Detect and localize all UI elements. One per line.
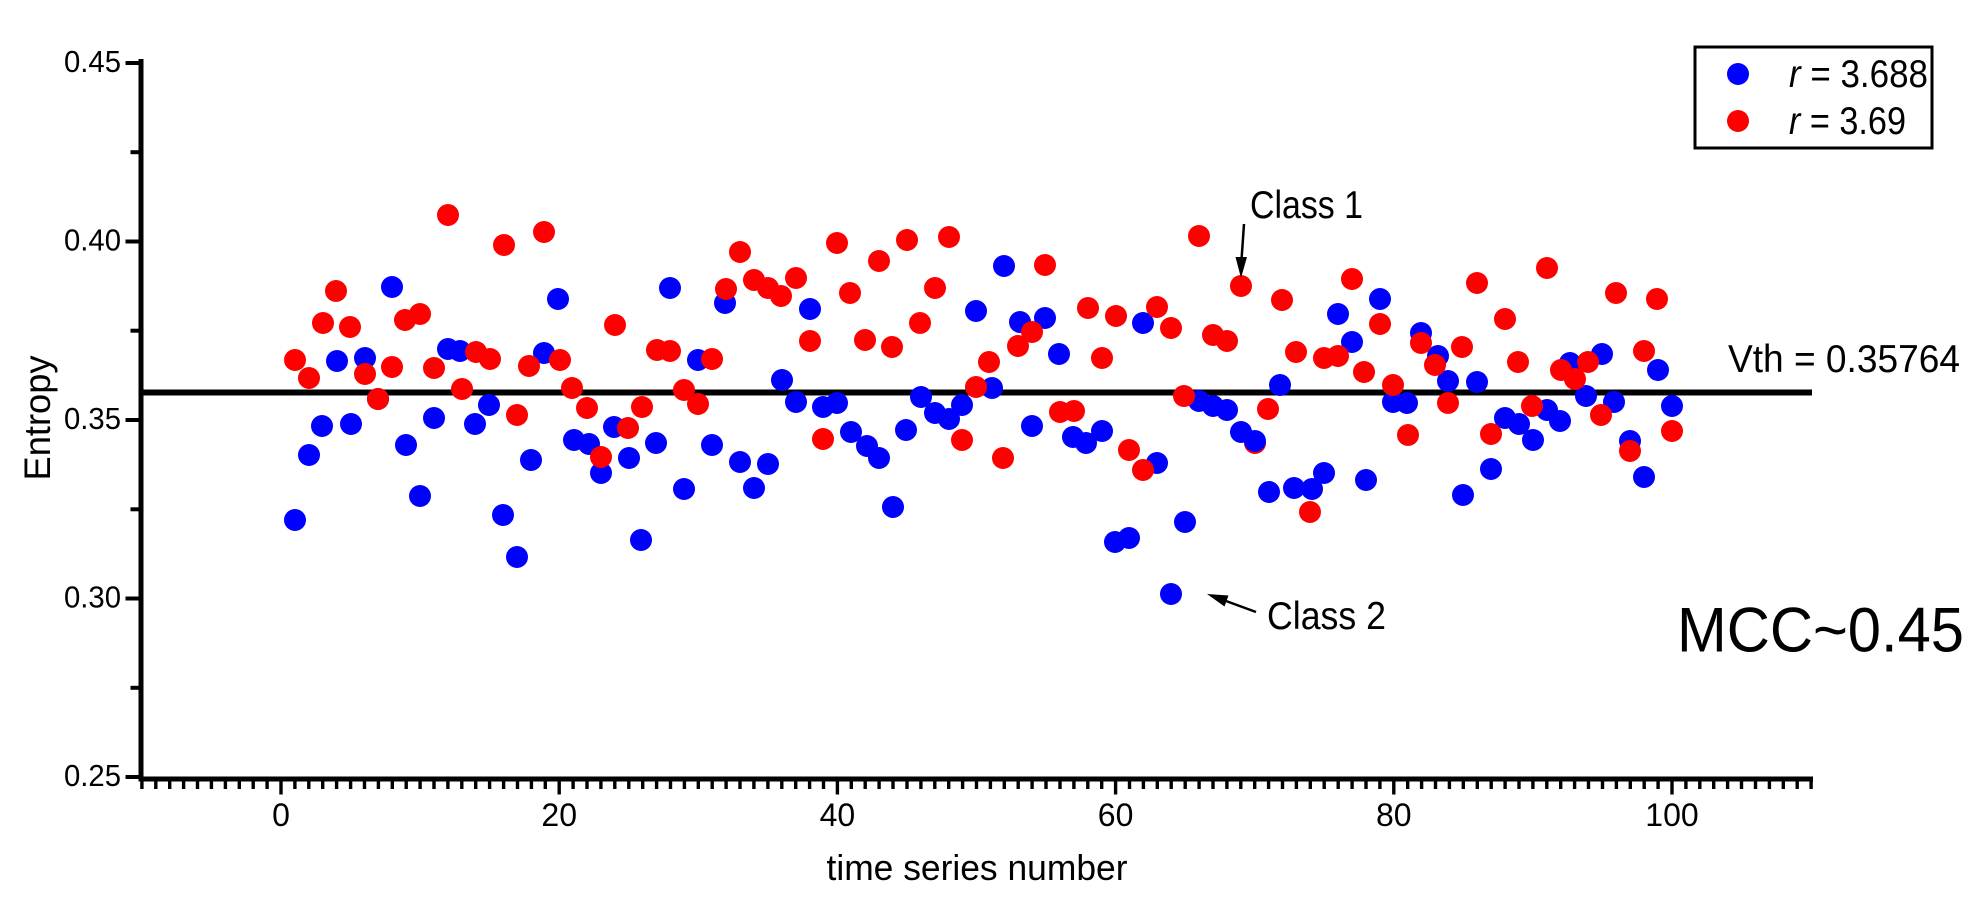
svg-text:0.40: 0.40 xyxy=(64,223,121,258)
svg-text:Class 1: Class 1 xyxy=(1250,184,1363,227)
svg-text:0.25: 0.25 xyxy=(64,758,121,793)
svg-text:r = 3.688: r = 3.688 xyxy=(1789,53,1928,96)
svg-text:40: 40 xyxy=(820,797,856,833)
svg-text:0.30: 0.30 xyxy=(64,580,121,615)
svg-text:20: 20 xyxy=(541,797,577,833)
svg-text:Entropy: Entropy xyxy=(17,355,58,480)
svg-text:60: 60 xyxy=(1098,797,1134,833)
svg-text:r = 3.69: r = 3.69 xyxy=(1789,100,1906,143)
svg-text:Vth = 0.35764: Vth = 0.35764 xyxy=(1728,338,1960,381)
svg-text:0.35: 0.35 xyxy=(64,401,121,436)
svg-text:80: 80 xyxy=(1376,797,1412,833)
svg-text:MCC~0.45: MCC~0.45 xyxy=(1677,596,1964,666)
svg-text:0: 0 xyxy=(272,797,290,833)
svg-text:time series number: time series number xyxy=(827,847,1128,888)
svg-text:100: 100 xyxy=(1645,797,1698,833)
svg-text:0.45: 0.45 xyxy=(64,44,121,79)
svg-text:Class 2: Class 2 xyxy=(1267,595,1386,638)
